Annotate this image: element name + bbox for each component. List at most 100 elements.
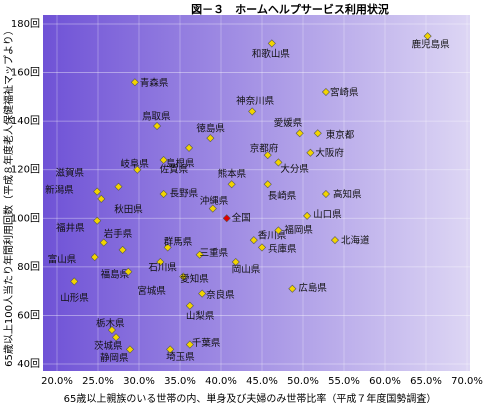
x-tick-label: 20.0% (41, 376, 73, 387)
point-label: 全国 (232, 212, 251, 224)
point (118, 245, 127, 254)
y-tick-label: 100回 (11, 212, 40, 224)
point (321, 189, 330, 199)
point (303, 211, 312, 220)
y-tick-label: 60回 (17, 309, 40, 321)
point-label: 鳥取県 (142, 111, 171, 123)
point (125, 345, 135, 354)
point-label: 徳島県 (196, 123, 225, 135)
point-label: 愛知県 (180, 273, 209, 285)
point-label: 滋賀県 (56, 167, 85, 179)
point-label: 熊本県 (218, 168, 247, 180)
point-label: 長野県 (170, 189, 199, 200)
point-label: 福島県 (101, 268, 130, 280)
point-label: 大分県 (280, 163, 309, 175)
point (179, 272, 188, 281)
point (156, 257, 165, 267)
point (321, 87, 330, 97)
point (97, 194, 106, 203)
point (274, 226, 283, 235)
point-label: 福井県 (56, 222, 85, 234)
point (330, 236, 340, 245)
point (153, 121, 162, 131)
point (423, 32, 432, 41)
plot-area (43, 15, 470, 371)
point-label: 長崎県 (268, 190, 297, 202)
point-label: 東京都 (326, 129, 355, 141)
point (313, 129, 322, 138)
point-label: 茨城県 (94, 340, 123, 352)
x-tick-label: 70.0% (451, 376, 483, 387)
point-label: 宮城県 (137, 285, 166, 297)
point (257, 243, 267, 252)
y-tick-label: 140回 (11, 115, 40, 127)
y-axis-title: 65歳以上100人当たり年間利用回数（平成８年度老人保健福祉マップより） (2, 25, 15, 367)
point-label: 山梨県 (186, 310, 215, 322)
point-label: 福岡県 (284, 224, 313, 236)
point-label: 香川県 (258, 231, 287, 242)
point (124, 267, 133, 276)
point (222, 214, 231, 223)
point (93, 216, 102, 225)
point (306, 148, 315, 157)
point (185, 301, 194, 310)
point-label: 広島県 (298, 282, 327, 294)
point-label: 秋田県 (114, 203, 143, 215)
point (112, 333, 121, 342)
point (107, 325, 116, 335)
point (249, 236, 258, 245)
point (133, 165, 142, 174)
point-label: 山形県 (60, 292, 89, 304)
point-label: 群馬県 (164, 236, 193, 248)
point-label: 石川県 (148, 263, 177, 274)
point-label: 岐阜県 (120, 158, 149, 170)
point (195, 250, 204, 259)
x-tick-label: 25.0% (82, 376, 114, 387)
point-label: 宮崎県 (330, 87, 359, 99)
point-label: 富山県 (48, 254, 77, 266)
point (274, 158, 283, 167)
point-label: 三重県 (200, 247, 229, 259)
point (163, 243, 172, 252)
point (166, 345, 175, 354)
point-label: 和歌山県 (252, 48, 291, 60)
x-tick-label: 30.0% (123, 376, 155, 387)
point-label: 北海道 (341, 235, 370, 247)
x-tick-label: 50.0% (287, 376, 319, 387)
point (295, 129, 304, 138)
point (159, 155, 168, 165)
point-label: 静岡県 (100, 352, 129, 364)
point-label: 千葉県 (192, 337, 221, 349)
point (198, 289, 207, 298)
x-tick-label: 55.0% (328, 376, 360, 387)
point-label: 大阪府 (315, 147, 344, 159)
point-label: 愛媛県 (274, 117, 303, 129)
point-label: 沖縄県 (200, 195, 229, 207)
point (208, 204, 217, 213)
y-tick-label: 40回 (17, 358, 40, 370)
point-label: 新潟県 (45, 184, 74, 196)
point (267, 39, 276, 48)
point (130, 78, 139, 87)
x-axis-title: 65歳以上親族のいる世帯の内、単身及び夫婦のみ世帯比率（平成７年度国勢調査） (64, 392, 437, 405)
point (227, 180, 236, 189)
x-tick-label: 45.0% (246, 376, 278, 387)
point-label: 青森県 (140, 77, 169, 89)
point-label: 奈良県 (206, 289, 235, 301)
point (248, 107, 257, 116)
point (231, 257, 240, 267)
point (263, 180, 272, 189)
x-tick-label: 65.0% (410, 376, 442, 387)
point (185, 340, 194, 349)
y-tick-label: 180回 (11, 18, 40, 30)
y-tick-label: 120回 (11, 164, 40, 176)
point-label: 高知県 (333, 189, 362, 201)
chart-title: 図－３ ホームヘルプサービス利用状況 (191, 2, 389, 16)
point-label: 佐賀県 (160, 164, 189, 176)
x-tick-label: 40.0% (205, 376, 237, 387)
x-tick-label: 35.0% (164, 376, 196, 387)
point-label: 岡山県 (232, 265, 261, 276)
point-label: 島根県 (166, 157, 195, 169)
